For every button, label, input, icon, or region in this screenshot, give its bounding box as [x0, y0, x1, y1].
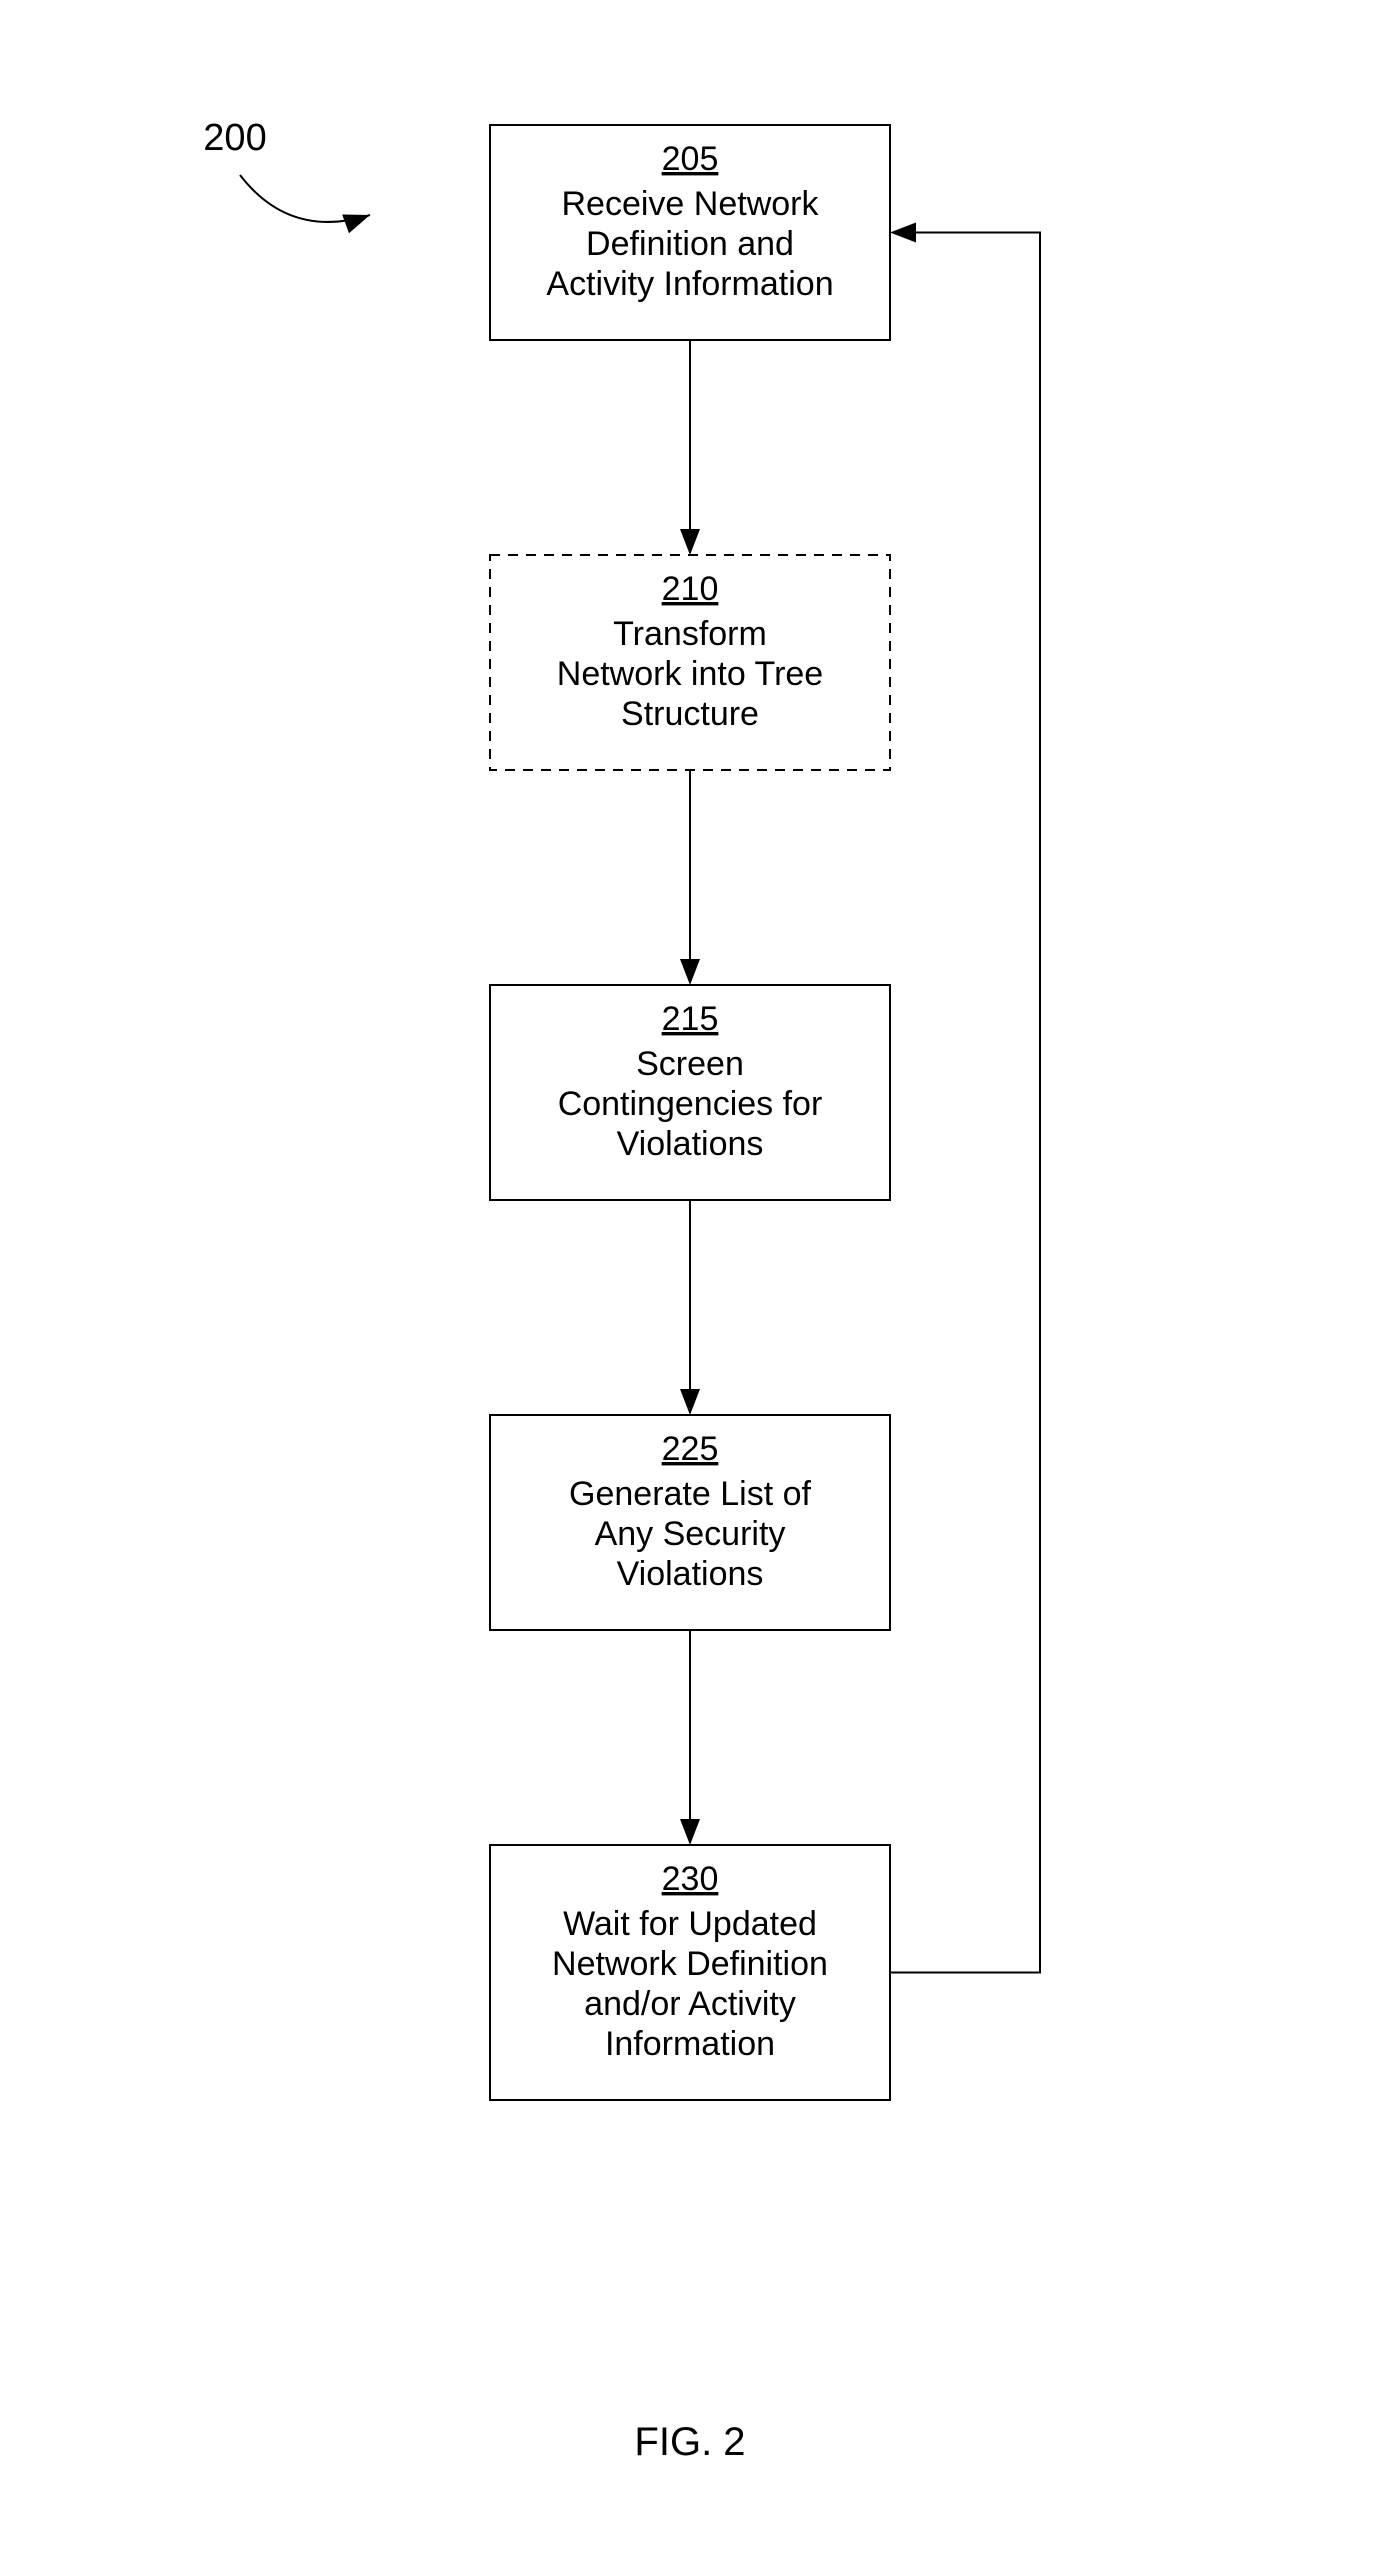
arrowhead — [890, 223, 916, 243]
flow-node-text-230-line0: Wait for Updated — [563, 1905, 817, 1943]
flow-node-num-215: 215 — [662, 1000, 719, 1038]
flow-node-num-210: 210 — [662, 570, 719, 608]
arrowhead — [680, 1389, 700, 1415]
flow-node-text-215-line0: Screen — [636, 1045, 744, 1083]
flow-node-text-225-line2: Violations — [617, 1555, 764, 1593]
flow-node-text-230-line3: Information — [605, 2025, 775, 2063]
flow-node-num-205: 205 — [662, 140, 719, 178]
flow-node-text-205-line2: Activity Information — [546, 265, 833, 303]
flow-node-text-210-line1: Network into Tree — [557, 655, 823, 693]
arrowhead — [680, 529, 700, 555]
arrowhead — [342, 214, 370, 233]
flow-node-text-205-line0: Receive Network — [562, 185, 820, 223]
arrowhead — [680, 1819, 700, 1845]
flow-node-text-225-line1: Any Security — [595, 1515, 786, 1553]
flow-node-num-230: 230 — [662, 1860, 719, 1898]
figure-label: FIG. 2 — [634, 2420, 745, 2464]
flow-node-text-230-line1: Network Definition — [552, 1945, 828, 1983]
flow-node-text-230-line2: and/or Activity — [584, 1985, 796, 2023]
reference-numeral: 200 — [203, 117, 266, 159]
flow-node-text-215-line2: Violations — [617, 1125, 764, 1163]
arrowhead — [680, 959, 700, 985]
flow-node-text-205-line1: Definition and — [586, 225, 794, 263]
flow-node-text-215-line1: Contingencies for — [558, 1085, 823, 1123]
flowchart-figure: 205 Receive NetworkDefinition andActivity… — [0, 0, 1381, 2565]
flow-node-num-225: 225 — [662, 1430, 719, 1468]
edge-feedback-230-205 — [890, 233, 1040, 1973]
flow-node-text-225-line0: Generate List of — [569, 1475, 811, 1513]
flow-node-text-210-line2: Structure — [621, 695, 759, 733]
flow-node-text-210-line0: Transform — [613, 615, 767, 653]
